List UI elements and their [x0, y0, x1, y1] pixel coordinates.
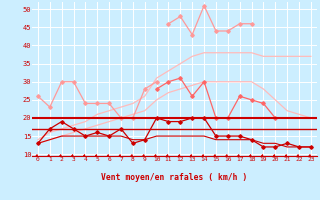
X-axis label: Vent moyen/en rafales ( km/h ): Vent moyen/en rafales ( km/h ): [101, 173, 248, 182]
